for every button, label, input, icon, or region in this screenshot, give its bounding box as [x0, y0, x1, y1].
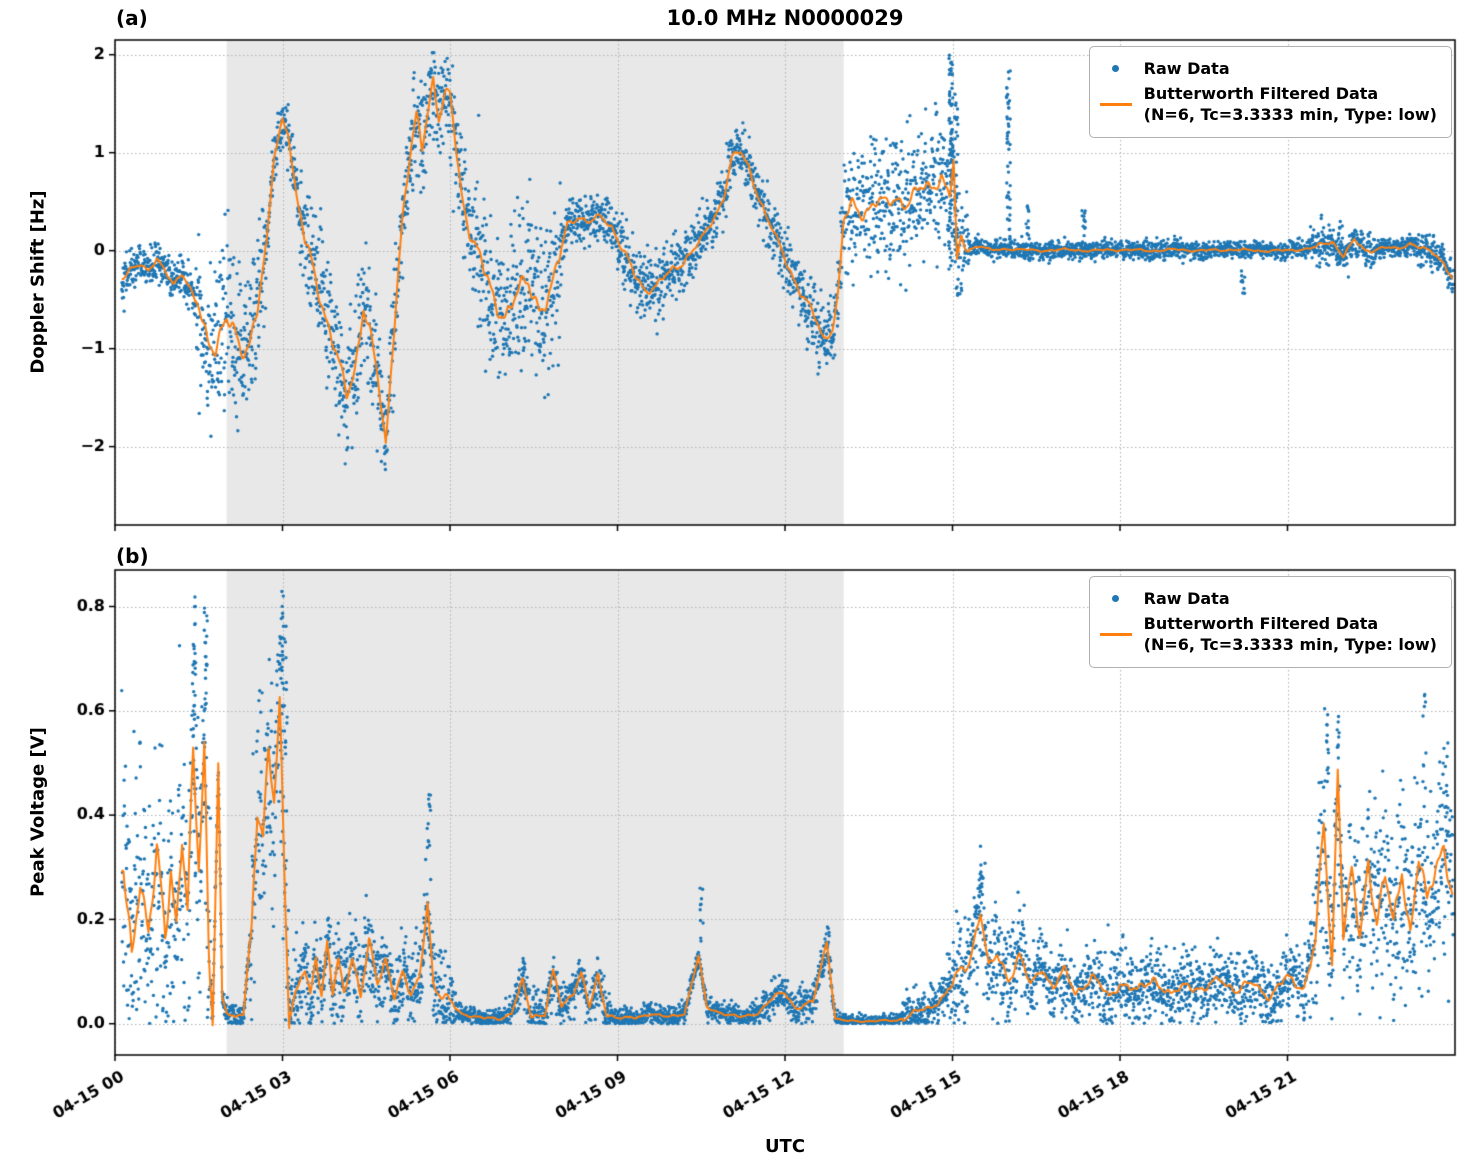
legend-raw-label: Raw Data — [1143, 589, 1230, 608]
raw-data-dot-marker — [1112, 595, 1120, 603]
legend-entry-raw: Raw Data — [1098, 58, 1437, 80]
chart-title: 10.0 MHz N0000029 — [666, 6, 904, 30]
legend-panel-b: Raw Data Butterworth Filtered Data (N=6,… — [1088, 576, 1452, 668]
y-axis-label-doppler: Doppler Shift [Hz] — [27, 190, 49, 374]
legend-filtered-label-line2: (N=6, Tc=3.3333 min, Type: low) — [1143, 105, 1437, 125]
legend-filtered-label-line2: (N=6, Tc=3.3333 min, Type: low) — [1143, 635, 1437, 655]
legend-raw-label: Raw Data — [1143, 59, 1230, 78]
filtered-line-marker — [1099, 632, 1132, 636]
legend-entry-raw: Raw Data — [1098, 588, 1437, 610]
panel-tag-b: (b) — [116, 544, 149, 568]
filtered-line-marker — [1099, 102, 1132, 106]
legend-panel-a: Raw Data Butterworth Filtered Data (N=6,… — [1088, 46, 1452, 138]
raw-data-dot-marker — [1112, 65, 1120, 73]
legend-filtered-label-line1: Butterworth Filtered Data — [1143, 83, 1379, 103]
legend-filtered-label-line1: Butterworth Filtered Data — [1143, 613, 1379, 633]
panel-tag-a: (a) — [116, 6, 148, 30]
y-axis-label-voltage: Peak Voltage [V] — [27, 727, 49, 897]
legend-entry-filtered: Butterworth Filtered Data (N=6, Tc=3.333… — [1098, 613, 1437, 656]
legend-entry-filtered: Butterworth Filtered Data (N=6, Tc=3.333… — [1098, 83, 1437, 126]
x-axis-label: UTC — [764, 1136, 806, 1157]
